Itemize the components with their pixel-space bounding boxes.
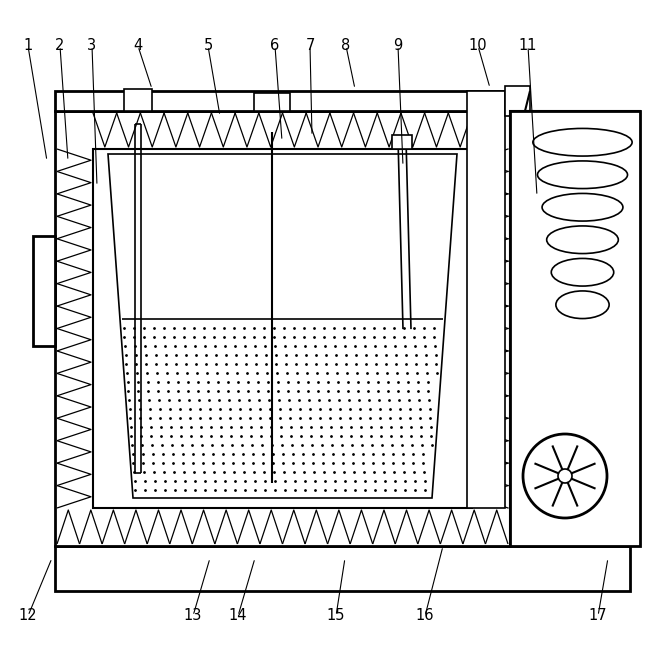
Text: 9: 9 <box>393 39 403 54</box>
Bar <box>124 89 152 111</box>
Text: 7: 7 <box>306 39 315 54</box>
Text: 12: 12 <box>19 609 38 623</box>
Bar <box>525 111 640 341</box>
Bar <box>510 111 640 546</box>
Bar <box>505 86 530 116</box>
Text: 16: 16 <box>416 609 434 623</box>
Text: 5: 5 <box>204 39 212 54</box>
Text: 14: 14 <box>228 609 247 623</box>
Text: 1: 1 <box>23 39 33 54</box>
Bar <box>93 149 472 508</box>
Bar <box>467 91 505 508</box>
Bar <box>55 546 630 591</box>
Bar <box>510 111 532 546</box>
Circle shape <box>558 469 572 483</box>
Text: 13: 13 <box>184 609 202 623</box>
Text: 10: 10 <box>469 39 487 54</box>
Circle shape <box>523 434 607 518</box>
Text: 11: 11 <box>519 39 537 54</box>
Bar <box>55 111 510 546</box>
Text: 8: 8 <box>342 39 350 54</box>
Text: 4: 4 <box>133 39 143 54</box>
Text: 3: 3 <box>88 39 96 54</box>
Text: 2: 2 <box>56 39 65 54</box>
Bar <box>33 236 55 346</box>
Text: 6: 6 <box>271 39 279 54</box>
Text: 17: 17 <box>589 609 607 623</box>
Bar <box>607 464 629 488</box>
Text: 15: 15 <box>327 609 345 623</box>
Bar <box>254 93 290 111</box>
Bar <box>392 135 412 149</box>
Bar <box>55 91 510 111</box>
